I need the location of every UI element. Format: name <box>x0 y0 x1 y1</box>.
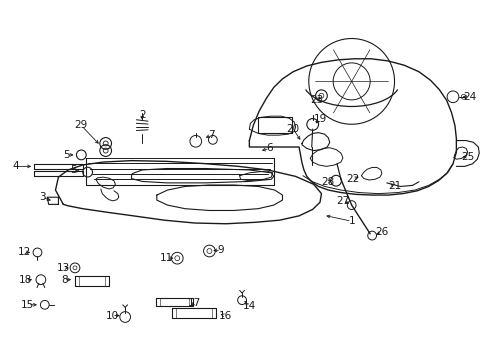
Text: 2: 2 <box>139 111 145 121</box>
Text: 3: 3 <box>39 192 45 202</box>
Text: 5: 5 <box>70 165 76 175</box>
Text: 5: 5 <box>63 150 70 160</box>
Text: 29: 29 <box>75 121 88 130</box>
Text: 8: 8 <box>61 275 67 285</box>
Text: 27: 27 <box>336 196 349 206</box>
Text: 26: 26 <box>374 227 387 237</box>
Text: 15: 15 <box>21 300 34 310</box>
Text: 12: 12 <box>18 247 31 257</box>
Text: 28: 28 <box>321 177 334 187</box>
Text: 19: 19 <box>313 114 326 124</box>
Text: 25: 25 <box>460 152 473 162</box>
Text: 7: 7 <box>207 130 214 140</box>
Text: 17: 17 <box>188 298 201 308</box>
Text: 18: 18 <box>19 275 32 285</box>
Text: 20: 20 <box>286 124 299 134</box>
Text: 9: 9 <box>217 245 224 255</box>
Text: 1: 1 <box>347 216 354 226</box>
Text: 4: 4 <box>12 161 19 171</box>
Text: 10: 10 <box>105 311 118 320</box>
Text: 21: 21 <box>387 181 400 192</box>
Text: 22: 22 <box>346 174 359 184</box>
Text: 11: 11 <box>160 253 173 263</box>
Text: 23: 23 <box>309 95 323 105</box>
Text: 14: 14 <box>242 301 256 311</box>
Text: 16: 16 <box>218 311 231 320</box>
Text: 6: 6 <box>266 143 273 153</box>
Text: 24: 24 <box>462 92 475 102</box>
Text: 13: 13 <box>57 263 70 273</box>
